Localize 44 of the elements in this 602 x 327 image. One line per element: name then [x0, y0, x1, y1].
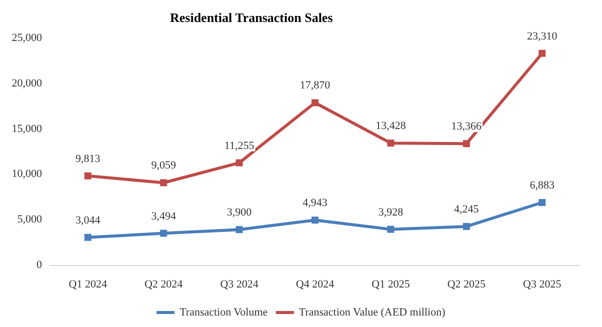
point: [538, 199, 546, 206]
data-label: 9,813: [75, 152, 101, 165]
point: [387, 226, 394, 233]
y-tick-label: 20,000: [12, 77, 42, 90]
data-label: 13,366: [451, 120, 482, 133]
point: [387, 140, 394, 147]
legend-label: Transaction Value (AED million): [298, 306, 446, 318]
point: [84, 234, 92, 241]
point: [462, 222, 470, 230]
data-label: 17,870: [300, 80, 331, 92]
data-label: 4,943: [302, 197, 328, 210]
y-tick-label: 25,000: [12, 32, 42, 44]
data-label: 6,883: [530, 180, 556, 192]
data-label: 3,928: [378, 206, 404, 218]
point: [462, 140, 470, 148]
data-label: 9,059: [151, 160, 176, 172]
data-label: 3,044: [75, 214, 101, 226]
point: [538, 50, 546, 57]
data-label: 13,428: [376, 120, 406, 132]
x-tick-label: Q3 2024: [220, 278, 259, 290]
x-tick-label: Q2 2025: [447, 278, 486, 290]
point: [236, 226, 243, 234]
point: [312, 99, 318, 106]
data-label: 3,900: [226, 206, 252, 219]
y-tick-label: 0: [36, 259, 42, 271]
legend-label: Transaction Volume: [180, 306, 268, 318]
y-tick-label: 15,000: [12, 122, 42, 135]
data-label: 3,494: [151, 210, 176, 222]
x-tick-label: Q1 2024: [68, 278, 108, 290]
point: [236, 159, 243, 166]
chart-title: Residential Transaction Sales: [170, 10, 333, 25]
x-tick-label: Q1 2025: [372, 278, 410, 290]
data-label: 23,310: [527, 30, 558, 42]
point: [160, 179, 168, 186]
y-tick-label: 10,000: [12, 168, 42, 180]
x-tick-label: Q2 2024: [144, 278, 184, 290]
point: [84, 172, 92, 180]
data-label: 4,245: [454, 203, 480, 216]
point: [312, 216, 318, 224]
x-tick-label: Q3 2025: [523, 278, 562, 290]
data-label: 11,255: [224, 140, 255, 152]
y-tick-label: 5,000: [17, 214, 42, 226]
point: [160, 230, 168, 237]
x-tick-label: Q4 2024: [296, 278, 335, 290]
